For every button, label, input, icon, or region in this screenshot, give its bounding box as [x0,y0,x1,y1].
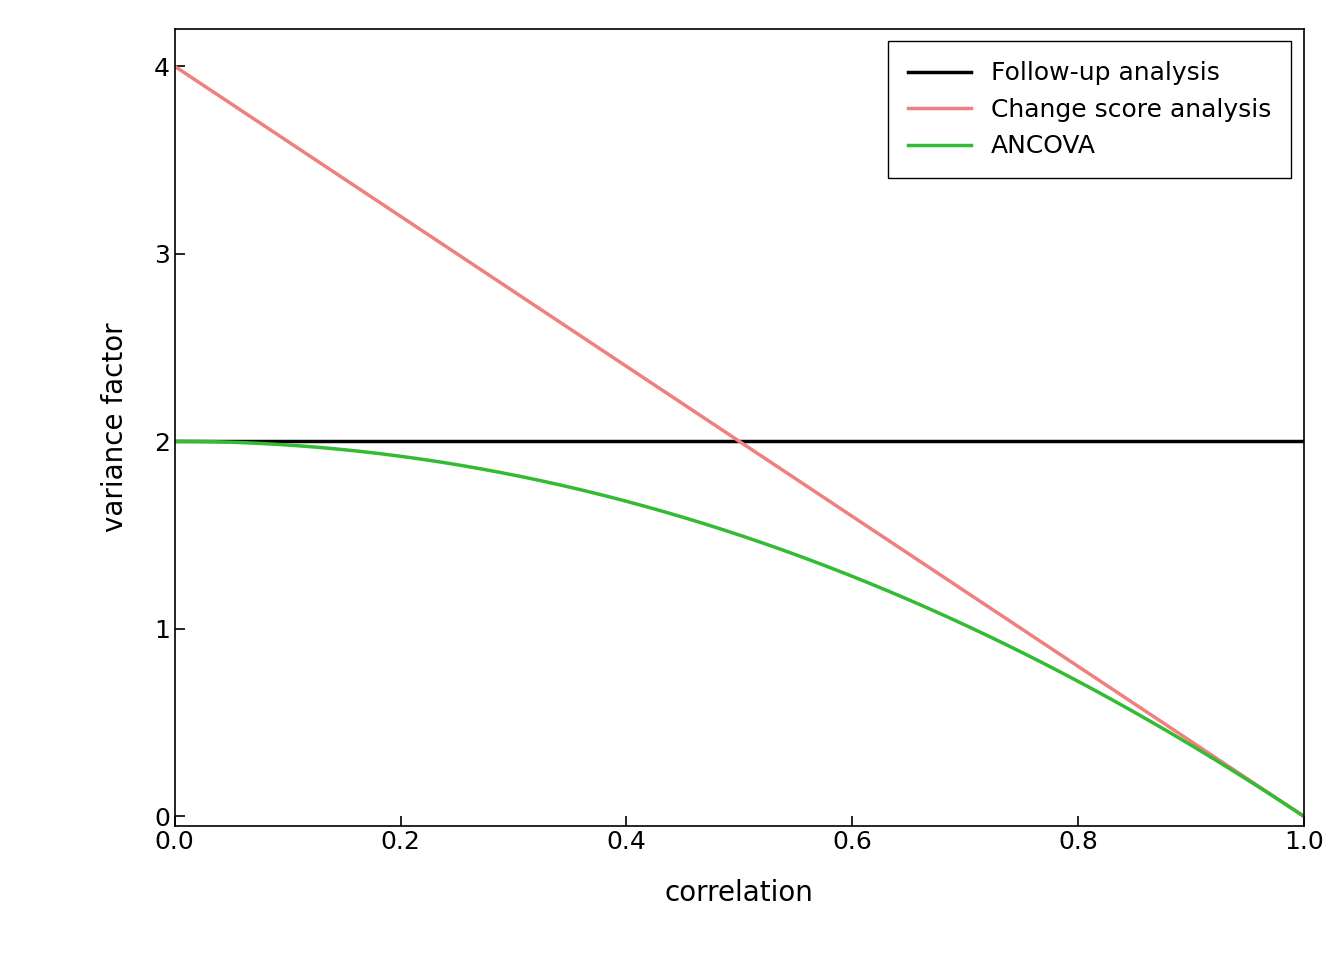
Y-axis label: variance factor: variance factor [101,323,129,532]
Change score analysis [1269,792,1285,804]
ANCOVA [703,520,719,532]
Legend: Follow-up analysis, Change score analysis, ANCOVA: Follow-up analysis, Change score analysi… [888,41,1292,179]
Follow-up analysis [167,436,183,447]
Follow-up analysis [703,436,719,447]
Change score analysis [778,467,794,478]
Follow-up analysis [1091,436,1107,447]
Line: Change score analysis: Change score analysis [175,66,1304,816]
Follow-up analysis [778,436,794,447]
ANCOVA [778,545,794,557]
ANCOVA [710,522,726,534]
Change score analysis [167,60,183,72]
Follow-up analysis [710,436,726,447]
Follow-up analysis [1269,436,1285,447]
Line: ANCOVA: ANCOVA [175,442,1304,816]
Change score analysis [703,417,719,428]
Follow-up analysis [1296,436,1312,447]
Change score analysis [710,421,726,433]
X-axis label: correlation: correlation [665,879,813,907]
Change score analysis [1296,810,1312,822]
ANCOVA [1091,687,1107,699]
ANCOVA [839,568,855,580]
Change score analysis [839,507,855,518]
ANCOVA [1269,793,1285,804]
ANCOVA [167,436,183,447]
ANCOVA [1296,810,1312,822]
Change score analysis [1091,675,1107,686]
Follow-up analysis [839,436,855,447]
